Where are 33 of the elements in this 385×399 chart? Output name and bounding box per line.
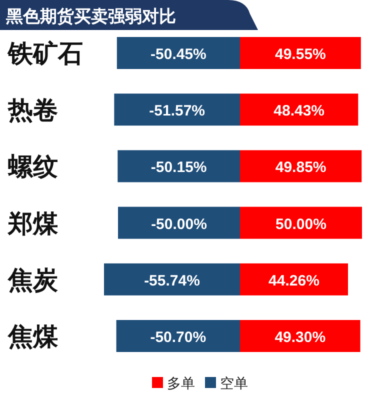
bar	[116, 320, 240, 352]
data-label: -55.74%	[144, 272, 200, 290]
bar	[240, 37, 361, 69]
bar	[240, 150, 362, 182]
bar	[116, 37, 240, 69]
bar	[240, 206, 362, 239]
y-tick-label: 焦炭	[7, 266, 59, 294]
bar	[240, 94, 358, 126]
y-tick-label: 铁矿石	[7, 40, 83, 68]
bar	[104, 263, 240, 296]
bar	[118, 206, 240, 239]
y-tick-label: 热卷	[7, 98, 58, 125]
data-label: 48.43%	[274, 102, 325, 120]
bar	[114, 94, 240, 126]
bar	[118, 150, 240, 182]
data-label: 50.00%	[276, 216, 326, 233]
chart-title: 黑色期货买卖强弱对比	[5, 7, 176, 26]
data-label: -51.57%	[149, 102, 206, 120]
bar	[240, 263, 348, 296]
data-label: 49.55%	[275, 46, 326, 63]
data-label: -50.15%	[150, 159, 207, 176]
data-label: 44.26%	[268, 272, 320, 290]
data-label: 49.85%	[275, 159, 326, 176]
legend-label: 空单	[220, 375, 248, 391]
data-label: -50.00%	[151, 216, 207, 233]
y-tick-label: 焦煤	[7, 323, 59, 351]
data-label: 49.30%	[274, 329, 326, 346]
data-label: -50.70%	[150, 329, 206, 346]
y-tick-label: 郑煤	[7, 210, 59, 238]
bar	[240, 320, 360, 352]
legend-label: 多单	[167, 375, 195, 391]
y-tick-label: 螺纹	[7, 153, 58, 182]
data-label: -50.45%	[150, 46, 206, 63]
